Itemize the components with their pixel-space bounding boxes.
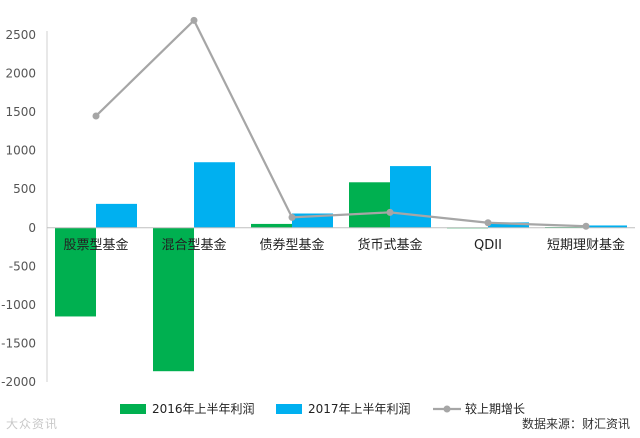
category-label: 混合型基金 bbox=[161, 237, 226, 253]
bar-2016-1 bbox=[153, 227, 194, 372]
y-tick-label: -1500 bbox=[1, 336, 36, 350]
bar-2017-5 bbox=[586, 225, 627, 228]
y-tick-label: -500 bbox=[9, 259, 36, 273]
bar-2016-0 bbox=[55, 227, 96, 317]
y-tick-label: 0 bbox=[28, 221, 36, 235]
legend-swatch-1 bbox=[276, 404, 302, 414]
bar-2017-4 bbox=[488, 222, 529, 228]
growth-point-1 bbox=[190, 16, 198, 24]
legend-swatch-0 bbox=[120, 404, 146, 414]
category-label: 债券型基金 bbox=[259, 237, 324, 253]
growth-line bbox=[95, 18, 587, 228]
growth-point-5 bbox=[582, 222, 590, 230]
category-label: QDII bbox=[474, 238, 502, 253]
category-label: 货币式基金 bbox=[357, 237, 422, 253]
watermark: 大众资讯 bbox=[6, 417, 59, 431]
bar-2017-3 bbox=[390, 166, 431, 228]
legend-label-1: 2017年上半年利润 bbox=[308, 402, 411, 416]
category-label: 股票型基金 bbox=[63, 237, 128, 253]
growth-point-3 bbox=[386, 208, 394, 216]
bar-2017-1 bbox=[194, 162, 235, 228]
legend-marker bbox=[443, 405, 451, 413]
y-tick-label: -2000 bbox=[1, 375, 36, 389]
category-label: 短期理财基金 bbox=[547, 237, 625, 253]
y-tick-label: 1500 bbox=[5, 105, 36, 119]
bar-2016-3 bbox=[349, 182, 390, 228]
legend-label-0: 2016年上半年利润 bbox=[152, 402, 255, 416]
y-tick-label: 1000 bbox=[5, 144, 36, 158]
growth-point-0 bbox=[92, 112, 100, 120]
growth-point-4 bbox=[484, 219, 492, 227]
growth-point-2 bbox=[288, 213, 296, 221]
source-note: 数据来源：财汇资讯 bbox=[521, 417, 630, 431]
y-tick-label: 2500 bbox=[5, 28, 36, 42]
y-tick-label: 2000 bbox=[5, 67, 36, 81]
y-tick-label: -1000 bbox=[1, 298, 36, 312]
bar-2016-2 bbox=[251, 223, 292, 228]
y-tick-label: 500 bbox=[13, 182, 36, 196]
legend-label-2: 较上期增长 bbox=[465, 401, 525, 416]
bar-2017-0 bbox=[96, 203, 137, 228]
